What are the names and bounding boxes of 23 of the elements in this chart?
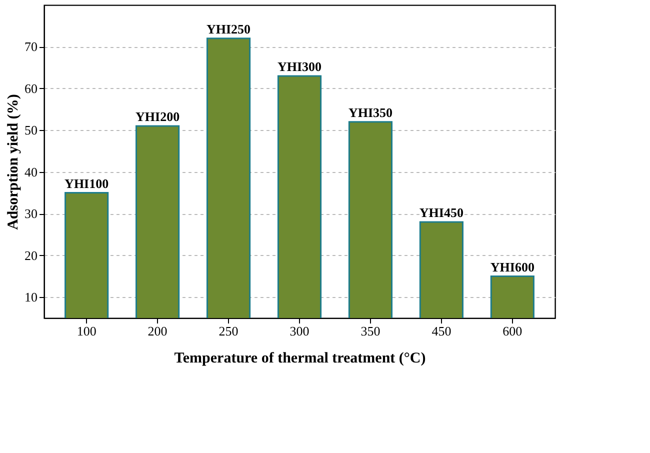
x-tick-label: 250	[218, 324, 238, 338]
y-tick-label: 10	[24, 290, 38, 305]
annotation: YHI350	[348, 104, 393, 120]
y-tick-label: 30	[24, 206, 38, 222]
annotation: YHI200	[136, 109, 180, 124]
y-tick-label: 50	[24, 122, 38, 138]
y-tick-label: 20	[24, 248, 38, 263]
x-axis-title: Temperature of thermal treatment (°C)	[174, 350, 426, 366]
x-tick-label: 200	[148, 324, 168, 338]
annotation: YHI600	[490, 259, 534, 274]
y-axis-title: Adsorption yield (%)	[6, 94, 22, 230]
x-tick-label: 600	[502, 324, 522, 338]
annotation: YHI250	[206, 21, 251, 36]
y-tick-label: 70	[24, 39, 38, 54]
annotation: YHI300	[277, 58, 322, 74]
y-tick-label: 60	[24, 80, 38, 96]
annotation: YHI100	[64, 176, 109, 191]
x-tick-label: 350	[360, 324, 380, 338]
x-tick-label: 100	[76, 324, 96, 338]
y-tick-label: 40	[24, 164, 38, 180]
x-tick-label: 450	[432, 324, 452, 338]
annotation: YHI450	[419, 205, 464, 220]
x-tick-label: 300	[290, 324, 310, 338]
